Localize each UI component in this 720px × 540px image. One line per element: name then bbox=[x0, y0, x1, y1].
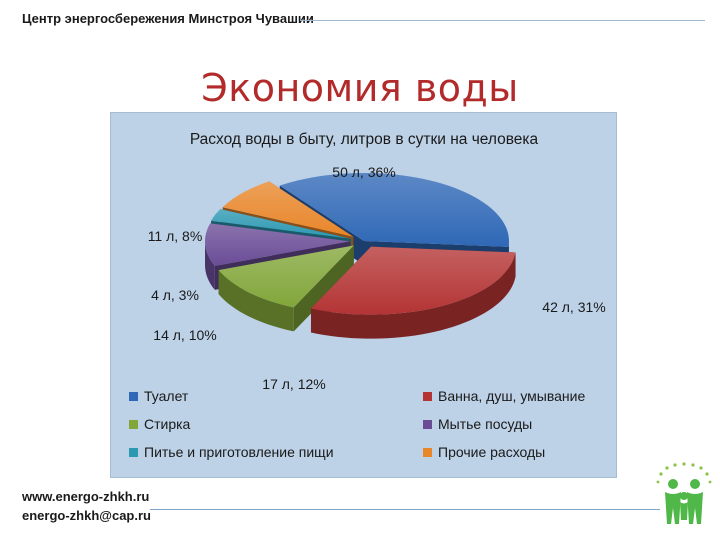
legend-label: Туалет bbox=[144, 388, 189, 404]
chart-title: Расход воды в быту, литров в сутки на че… bbox=[190, 131, 539, 148]
family-logo-icon bbox=[656, 462, 712, 524]
legend-item: Прочие расходы bbox=[423, 444, 545, 460]
header-organization: Центр энергосбережения Минстроя Чувашии bbox=[22, 11, 314, 26]
footer-website-link[interactable]: www.energo-zhkh.ru bbox=[22, 489, 150, 504]
legend-swatch bbox=[129, 392, 138, 401]
legend-item: Мытье посуды bbox=[423, 416, 532, 432]
data-label: 14 л, 10% bbox=[153, 327, 216, 343]
data-label: 42 л, 31% bbox=[542, 299, 605, 315]
data-labels: 50 л, 36% 42 л, 31% 17 л, 12% 14 л, 10% 4 л,… bbox=[148, 164, 606, 392]
legend: Туалет Ванна, душ, умывание Стирка Мытье по… bbox=[129, 388, 585, 460]
legend-swatch bbox=[423, 420, 432, 429]
legend-item: Питье и приготовление пищи bbox=[129, 444, 334, 460]
legend-swatch bbox=[423, 448, 432, 457]
data-label: 17 л, 12% bbox=[262, 376, 325, 392]
footer-divider bbox=[150, 509, 660, 510]
header-divider bbox=[300, 20, 705, 21]
legend-item: Ванна, душ, умывание bbox=[423, 388, 585, 404]
data-label: 4 л, 3% bbox=[151, 287, 199, 303]
legend-swatch bbox=[129, 420, 138, 429]
pie-slice bbox=[218, 245, 354, 332]
legend-item: Стирка bbox=[129, 416, 191, 432]
footer-email-link[interactable]: energo-zhkh@cap.ru bbox=[22, 508, 151, 523]
pie-slices bbox=[205, 173, 516, 339]
pie-slice bbox=[310, 246, 516, 339]
legend-label: Прочие расходы bbox=[438, 444, 545, 460]
chart-panel: Расход воды в быту, литров в сутки на че… bbox=[110, 112, 617, 478]
legend-label: Питье и приготовление пищи bbox=[144, 444, 334, 460]
legend-label: Стирка bbox=[144, 416, 191, 432]
pie-chart: Расход воды в быту, литров в сутки на че… bbox=[129, 131, 606, 460]
legend-swatch bbox=[129, 448, 138, 457]
legend-item: Туалет bbox=[129, 388, 189, 404]
data-label: 11 л, 8% bbox=[148, 228, 203, 244]
legend-swatch bbox=[423, 392, 432, 401]
data-label: 50 л, 36% bbox=[332, 164, 395, 180]
legend-label: Мытье посуды bbox=[438, 416, 532, 432]
legend-label: Ванна, душ, умывание bbox=[438, 388, 585, 404]
slide-title: Экономия воды bbox=[201, 66, 519, 110]
